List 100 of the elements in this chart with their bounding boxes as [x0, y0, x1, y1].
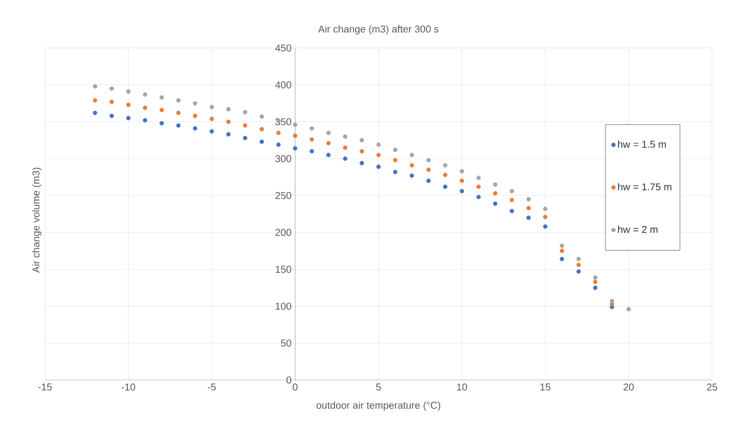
point	[126, 102, 131, 107]
point	[92, 98, 98, 103]
point	[392, 170, 398, 174]
point	[110, 114, 114, 118]
point	[493, 182, 498, 187]
point	[192, 101, 198, 106]
y-tick-label: 100	[276, 302, 292, 310]
point	[260, 140, 264, 144]
y-tick-label: 50	[280, 340, 292, 347]
point	[92, 84, 98, 89]
point	[160, 121, 164, 126]
point	[392, 158, 398, 162]
point	[460, 178, 464, 183]
point	[626, 306, 631, 312]
point	[576, 262, 581, 268]
point	[510, 208, 514, 214]
point	[392, 148, 398, 152]
x-tick-label: 15	[540, 384, 550, 390]
point	[476, 184, 481, 189]
point	[593, 280, 598, 284]
point	[176, 110, 181, 116]
point	[560, 248, 564, 254]
point	[576, 256, 581, 262]
point	[192, 114, 198, 118]
point	[310, 149, 314, 154]
y-axis-title: Air change volume (m3)	[32, 168, 42, 273]
x-tick-label: 10	[457, 384, 468, 391]
point	[142, 92, 148, 97]
point	[593, 275, 598, 280]
y-tick-label: 0	[286, 376, 292, 384]
legend-label: hw = 1.5 m	[618, 140, 666, 148]
y-tick-label: 250	[275, 192, 292, 200]
point	[110, 100, 114, 104]
point	[342, 134, 348, 139]
legend-label: hw = 2 m	[618, 226, 658, 233]
point	[160, 95, 164, 100]
point	[443, 172, 448, 178]
point	[226, 120, 231, 124]
point	[192, 126, 198, 131]
point	[292, 122, 298, 127]
point	[260, 114, 264, 119]
point	[526, 206, 531, 210]
point	[292, 134, 298, 138]
x-tick-label: 5	[376, 384, 381, 390]
point	[342, 156, 348, 161]
point	[176, 98, 181, 103]
point	[310, 126, 314, 131]
point	[326, 140, 331, 146]
point	[242, 136, 248, 140]
point	[426, 168, 431, 172]
point	[360, 138, 364, 142]
y-tick-label: 200	[275, 228, 292, 236]
point	[576, 269, 581, 274]
point	[210, 104, 214, 110]
x-tick-label: 25	[706, 384, 718, 391]
point	[376, 142, 381, 147]
point	[242, 110, 248, 114]
point	[276, 130, 281, 136]
x-tick-label: -5	[208, 384, 216, 390]
point	[476, 194, 481, 200]
point	[342, 145, 348, 150]
y-tick-label: 150	[276, 266, 292, 273]
point	[610, 298, 614, 304]
point	[426, 178, 431, 183]
x-tick-label: 20	[624, 384, 634, 391]
point	[410, 173, 414, 178]
y-tick-label: 300	[275, 155, 292, 162]
point	[443, 163, 448, 168]
point	[310, 137, 314, 142]
point	[526, 215, 531, 220]
point	[460, 188, 464, 194]
chart-title: Air change (m3) after 300 s	[318, 25, 438, 35]
point	[593, 286, 598, 290]
point	[210, 129, 214, 134]
point	[543, 206, 548, 212]
point	[276, 142, 281, 147]
point	[142, 118, 148, 122]
point	[376, 152, 381, 158]
point	[110, 86, 114, 91]
point	[226, 132, 231, 137]
point	[210, 116, 214, 122]
y-tick-label: 450	[275, 44, 292, 52]
point	[493, 201, 498, 206]
point	[476, 176, 481, 180]
point	[443, 184, 448, 189]
point	[376, 164, 381, 169]
point	[126, 89, 131, 94]
point	[510, 188, 514, 194]
legend-label: hw = 1.75 m	[618, 183, 672, 190]
point	[510, 198, 514, 202]
point	[176, 123, 181, 128]
point	[560, 256, 564, 262]
point	[142, 106, 148, 110]
point	[410, 163, 414, 168]
point	[526, 197, 531, 202]
x-axis-title: outdoor air temperature (°C)	[316, 401, 440, 411]
point	[242, 123, 248, 128]
point	[360, 160, 364, 166]
x-tick-label: -15	[38, 384, 52, 390]
point	[460, 169, 464, 174]
